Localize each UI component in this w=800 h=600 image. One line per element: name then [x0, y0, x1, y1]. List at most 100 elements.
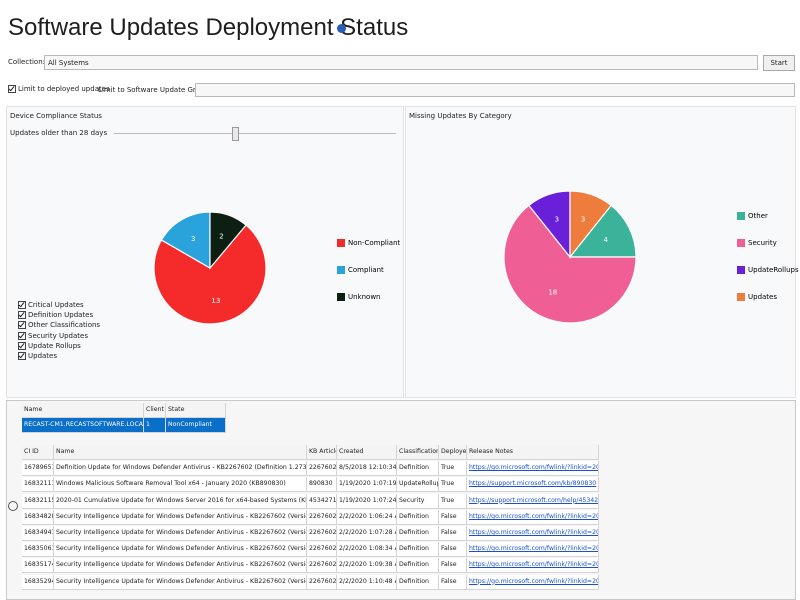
limit-deployed-label: Limit to deployed updates: [18, 85, 110, 93]
table-cell: False: [439, 558, 467, 574]
table-cell: True: [439, 493, 467, 509]
table-cell: True: [439, 477, 467, 493]
table-cell: False: [439, 509, 467, 525]
legend-swatch: [337, 239, 345, 247]
table-cell: 2/2/2020 1:09:38 AM: [337, 558, 397, 574]
table-cell: 4534271: [307, 493, 337, 509]
charts: 13 Non-Compliant 3 Compliant 2 Unknown 4 Other 1…: [153, 190, 799, 325]
slider-track: [114, 133, 396, 134]
legend-swatch: [337, 293, 345, 301]
legend-swatch: [737, 266, 745, 274]
limit-group-label: Limit to Software Update Group(s): [98, 86, 218, 94]
table-cell: Definition: [397, 461, 439, 477]
release-link[interactable]: https://go.microsoft.com/fwlink/?linkid=…: [469, 464, 598, 472]
filter-item[interactable]: Security Updates: [18, 331, 88, 340]
column-header: CI ID: [22, 445, 54, 460]
legend-swatch: [737, 239, 745, 247]
table-cell: Security Intelligence Update for Windows…: [54, 509, 307, 525]
legend-label: Security: [748, 239, 777, 247]
release-link[interactable]: https://go.microsoft.com/fwlink/?linkid=…: [469, 545, 598, 553]
table-cell: 2267602: [307, 526, 337, 541]
table-cell: https://go.microsoft.com/fwlink/?linkid=…: [467, 461, 599, 477]
table-cell: False: [439, 526, 467, 541]
collapse-icon[interactable]: [8, 501, 18, 511]
filter-item[interactable]: Update Rollups: [18, 341, 81, 350]
table-cell: 1/19/2020 1:07:19 AM: [337, 477, 397, 493]
slice-label: 18: [548, 289, 557, 297]
table-cell: Security Intelligence Update for Windows…: [54, 526, 307, 541]
collection-value: All Systems: [48, 59, 89, 67]
legend-swatch: [337, 266, 345, 274]
column-header: Release Notes: [467, 445, 599, 460]
table-cell: Security Intelligence Update for Windows…: [54, 558, 307, 574]
table-cell: Security: [397, 493, 439, 509]
filter-item[interactable]: Critical Updates: [18, 301, 84, 309]
column-header: KB Article: [307, 445, 337, 460]
table-cell: 16834941: [22, 526, 54, 541]
checkbox[interactable]: [8, 85, 16, 93]
table-cell: 2267602: [307, 542, 337, 558]
filter-label: Definition Updates: [28, 311, 94, 320]
collection-dropdown[interactable]: All Systems: [44, 55, 758, 70]
filter-label: Security Updates: [28, 331, 88, 340]
column-header: Name: [22, 403, 144, 418]
pie-slice: [569, 190, 612, 259]
table-cell: 16835174: [22, 558, 54, 574]
table-cell: Windows Malicious Software Removal Tool …: [54, 477, 307, 493]
table-cell: Definition: [397, 509, 439, 525]
legend-label: Compliant: [348, 266, 384, 274]
group-dropdown[interactable]: [195, 83, 795, 97]
table-cell: 2/2/2020 1:08:34 AM: [337, 542, 397, 558]
table-cell: True: [439, 461, 467, 477]
column-header: Classification: [397, 445, 439, 460]
table-cell: False: [439, 542, 467, 558]
table-cell: https://go.microsoft.com/fwlink/?linkid=…: [467, 542, 599, 558]
table-cell: Definition: [397, 542, 439, 558]
filter-item[interactable]: Other Classifications: [18, 321, 100, 330]
table-cell: False: [439, 574, 467, 590]
checkbox[interactable]: [18, 331, 26, 340]
table-cell: 16832111: [22, 477, 54, 493]
slice-label: 13: [211, 297, 220, 305]
table-cell: UpdateRollups: [397, 477, 439, 493]
table-cell: 16789651: [22, 461, 54, 477]
column-header: Deployed: [439, 445, 467, 460]
filter-label: Update Rollups: [28, 341, 81, 350]
checkbox[interactable]: [18, 341, 26, 350]
limit-deployed-checkbox[interactable]: Limit to deployed updates: [8, 85, 110, 93]
filter-item[interactable]: Updates: [18, 352, 57, 360]
filter-item[interactable]: Definition Updates: [18, 311, 94, 320]
help-icon[interactable]: [337, 24, 346, 33]
table-cell: 2267602: [307, 574, 337, 590]
table-cell: https://support.microsoft.com/kb/890830: [467, 477, 599, 493]
table-cell: https://go.microsoft.com/fwlink/?linkid=…: [467, 574, 599, 590]
table-cell: https://go.microsoft.com/fwlink/?linkid=…: [467, 526, 599, 541]
table-cell: 2/2/2020 1:06:24 AM: [337, 509, 397, 525]
pie-slice: [153, 224, 267, 325]
checkbox[interactable]: [18, 311, 26, 320]
slice-label: 3: [191, 235, 195, 243]
checkbox[interactable]: [18, 352, 26, 360]
legend-label: Other: [748, 212, 768, 220]
slider-label: Updates older than 28 days: [10, 129, 108, 137]
release-link[interactable]: https://go.microsoft.com/fwlink/?linkid=…: [469, 561, 598, 569]
pie-slice: [209, 211, 247, 270]
release-link[interactable]: https://go.microsoft.com/fwlink/?linkid=…: [469, 512, 598, 520]
pie-slice: [503, 204, 637, 324]
checkbox[interactable]: [18, 321, 26, 330]
legend-label: Unknown: [348, 293, 381, 301]
slice-label: 3: [555, 216, 559, 224]
slice-label: 4: [603, 236, 608, 244]
compliance-title: Device Compliance Status: [10, 112, 102, 120]
release-link[interactable]: https://support.microsoft.com/help/45342…: [469, 496, 599, 504]
slider-thumb[interactable]: [232, 127, 239, 141]
table-cell: https://go.microsoft.com/fwlink/?linkid=…: [467, 509, 599, 525]
start-button[interactable]: Start: [763, 55, 795, 71]
release-link[interactable]: https://support.microsoft.com/kb/890830: [469, 480, 597, 488]
release-link[interactable]: https://go.microsoft.com/fwlink/?linkid=…: [469, 577, 598, 585]
table-cell: Definition: [397, 526, 439, 541]
release-link[interactable]: https://go.microsoft.com/fwlink/?linkid=…: [469, 529, 598, 536]
slice-label: 3: [581, 216, 585, 224]
table-cell: 890830: [307, 477, 337, 493]
checkbox[interactable]: [18, 301, 26, 309]
